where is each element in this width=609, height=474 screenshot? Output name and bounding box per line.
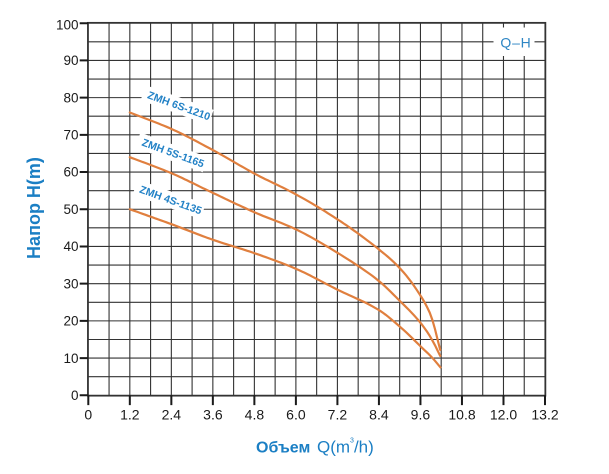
svg-text:1.2: 1.2 <box>120 407 140 423</box>
svg-text:10.8: 10.8 <box>448 407 475 423</box>
svg-text:12.0: 12.0 <box>490 407 517 423</box>
svg-text:60: 60 <box>63 165 78 180</box>
svg-text:Напор H(m): Напор H(m) <box>24 157 44 259</box>
svg-text:7.2: 7.2 <box>328 407 348 423</box>
svg-text:70: 70 <box>63 128 78 143</box>
svg-text:80: 80 <box>63 90 78 105</box>
svg-text:30: 30 <box>63 276 78 291</box>
svg-text:6.0: 6.0 <box>286 407 306 423</box>
svg-text:50: 50 <box>63 202 78 217</box>
svg-text:4.8: 4.8 <box>245 407 265 423</box>
svg-text:90: 90 <box>63 53 78 68</box>
svg-text:Q–H: Q–H <box>500 35 531 51</box>
svg-text:Объем: Объем <box>256 440 310 457</box>
svg-text:100: 100 <box>56 17 79 32</box>
svg-text:3.6: 3.6 <box>203 407 223 423</box>
svg-text:2.4: 2.4 <box>162 407 182 423</box>
svg-text:10: 10 <box>63 351 78 366</box>
svg-text:8.4: 8.4 <box>369 407 389 423</box>
svg-text:9.6: 9.6 <box>411 407 431 423</box>
svg-text:13.2: 13.2 <box>531 407 558 423</box>
svg-text:0: 0 <box>84 407 92 423</box>
svg-text:Q(m3/h): Q(m3/h) <box>317 438 374 457</box>
svg-text:0: 0 <box>71 388 79 403</box>
svg-text:20: 20 <box>63 314 78 329</box>
svg-text:40: 40 <box>63 239 78 254</box>
